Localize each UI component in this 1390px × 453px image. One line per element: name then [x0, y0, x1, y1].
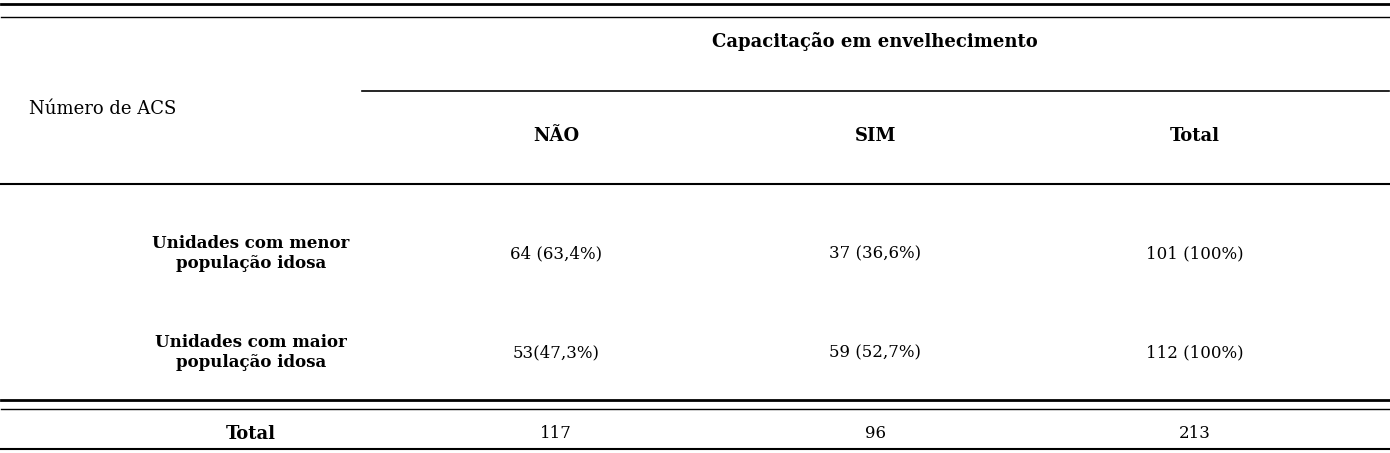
Text: 213: 213	[1179, 425, 1211, 442]
Text: 117: 117	[541, 425, 573, 442]
Text: Capacitação em envelhecimento: Capacitação em envelhecimento	[713, 33, 1038, 51]
Text: Número de ACS: Número de ACS	[29, 101, 177, 118]
Text: NÃO: NÃO	[534, 127, 580, 145]
Text: 53(47,3%): 53(47,3%)	[513, 344, 599, 361]
Text: Unidades com maior
população idosa: Unidades com maior população idosa	[156, 334, 348, 371]
Text: 112 (100%): 112 (100%)	[1145, 344, 1243, 361]
Text: 64 (63,4%): 64 (63,4%)	[510, 245, 602, 262]
Text: 96: 96	[865, 425, 885, 442]
Text: Unidades com menor
população idosa: Unidades com menor população idosa	[153, 235, 350, 272]
Text: Total: Total	[1169, 127, 1219, 145]
Text: 37 (36,6%): 37 (36,6%)	[830, 245, 922, 262]
Text: Total: Total	[227, 424, 277, 443]
Text: 101 (100%): 101 (100%)	[1145, 245, 1243, 262]
Text: 59 (52,7%): 59 (52,7%)	[830, 344, 922, 361]
Text: SIM: SIM	[855, 127, 897, 145]
